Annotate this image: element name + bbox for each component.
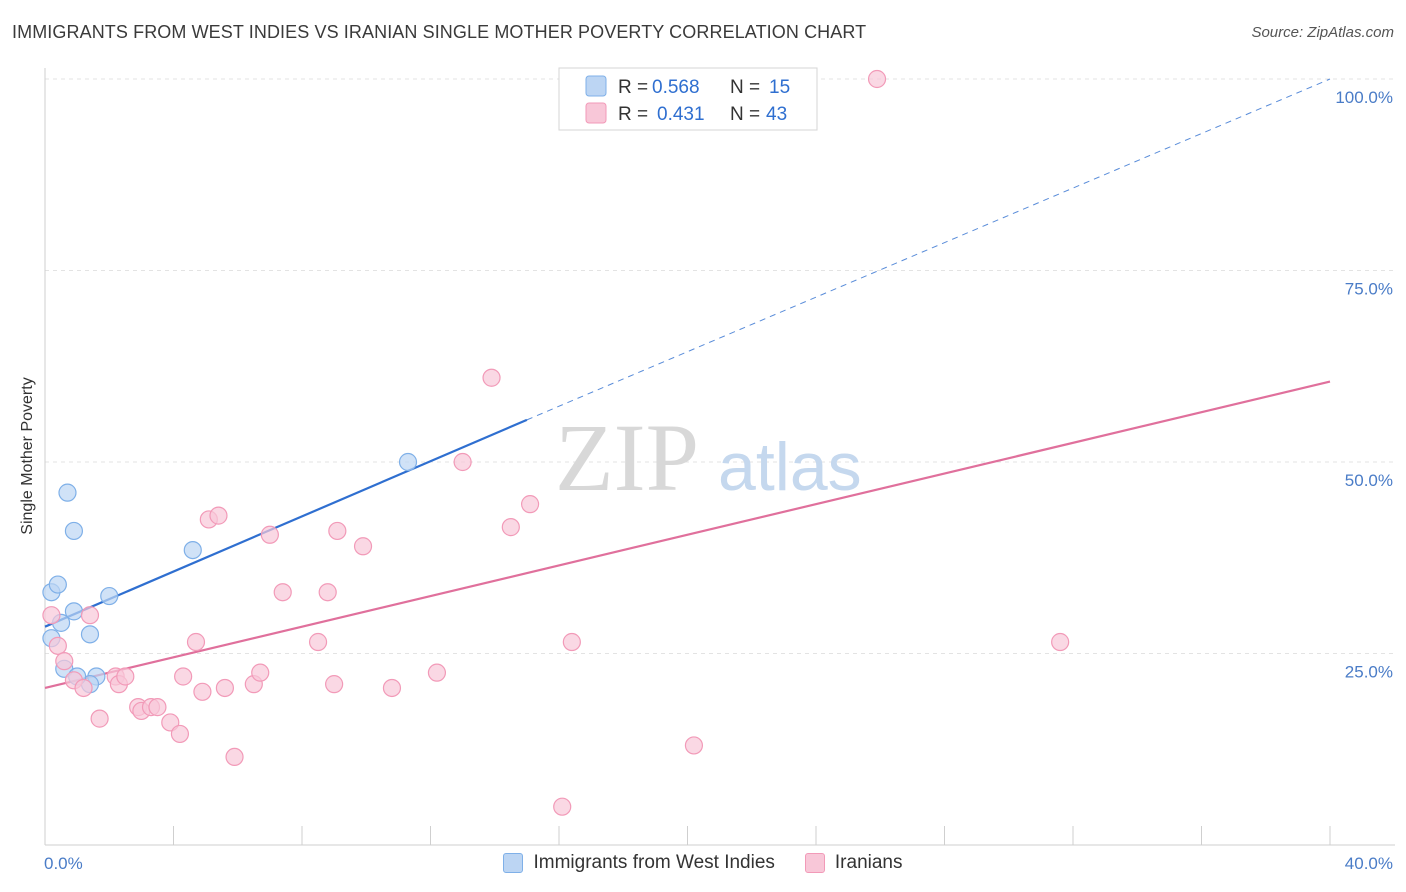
point-iranians — [867, 69, 887, 89]
point-iranians — [174, 667, 193, 686]
point-iranians — [273, 583, 292, 602]
watermark: ZIP atlas — [555, 404, 862, 511]
legend-r-value-1: 0.568 — [652, 77, 700, 98]
point-iranians — [453, 452, 472, 472]
point-iranians — [251, 663, 270, 682]
point-iranians — [42, 606, 61, 625]
x-tick-label: 40.0% — [1345, 854, 1393, 873]
legend-r-label-2: R = — [618, 104, 648, 125]
point-west-indies — [64, 521, 84, 541]
point-iranians — [80, 606, 100, 625]
point-iranians — [90, 709, 109, 728]
stats-legend: R = 0.568 N = 15 R = 0.431 N = 43 — [558, 67, 818, 131]
legend-swatch — [804, 853, 825, 873]
point-iranians — [562, 632, 581, 652]
legend-item-iranians: Iranians — [804, 852, 903, 874]
point-iranians — [328, 521, 347, 541]
legend-swatch — [503, 853, 524, 873]
legend-r-value-2: 0.431 — [657, 104, 705, 125]
point-west-indies — [183, 540, 202, 560]
point-iranians — [308, 632, 328, 652]
point-iranians — [225, 747, 244, 767]
point-west-indies — [80, 625, 100, 644]
legend-n-value-1: 15 — [769, 77, 790, 98]
point-iranians — [209, 506, 228, 525]
legend-swatch-west-indies — [585, 75, 607, 97]
legend-n-label-1: N = — [730, 77, 760, 98]
data-points — [42, 69, 1070, 816]
point-iranians — [520, 495, 540, 514]
point-iranians — [215, 678, 234, 698]
trend-line-west-indies — [44, 418, 528, 628]
point-west-indies — [398, 452, 418, 472]
point-west-indies — [100, 586, 119, 606]
y-tick-label: 50.0% — [1345, 471, 1393, 490]
point-iranians — [325, 675, 344, 694]
legend-swatch-iranians — [585, 102, 607, 124]
watermark-zip: ZIP — [555, 404, 699, 511]
point-iranians — [684, 736, 704, 755]
legend-n-value-2: 43 — [766, 104, 787, 125]
point-iranians — [148, 698, 167, 717]
point-iranians — [55, 652, 74, 671]
point-iranians — [170, 724, 190, 744]
point-west-indies — [48, 575, 67, 594]
point-iranians — [260, 525, 279, 544]
point-iranians — [318, 583, 337, 602]
point-iranians — [427, 663, 447, 682]
source-label: Source: ZipAtlas.com — [1251, 24, 1394, 41]
chart-title: IMMIGRANTS FROM WEST INDIES VS IRANIAN S… — [12, 22, 867, 42]
legend-label: Iranians — [834, 852, 903, 873]
point-iranians — [186, 632, 206, 652]
point-iranians — [48, 636, 67, 655]
y-tick-label: 100.0% — [1335, 88, 1393, 107]
point-iranians — [553, 797, 572, 816]
point-iranians — [1051, 632, 1070, 652]
point-west-indies — [58, 483, 77, 502]
point-iranians — [116, 667, 135, 686]
trend-line-iranians — [44, 380, 1331, 690]
series-legend: Immigrants from West Indies Iranians — [0, 852, 1406, 874]
point-iranians — [501, 518, 520, 537]
y-tick-label: 25.0% — [1345, 663, 1393, 682]
point-iranians — [353, 537, 373, 556]
legend-n-label-2: N = — [730, 104, 760, 125]
legend-label: Immigrants from West Indies — [533, 852, 775, 873]
watermark-atlas: atlas — [718, 429, 862, 505]
x-tick-label: 0.0% — [44, 854, 83, 873]
legend-item-west-indies: Immigrants from West Indies — [503, 852, 775, 874]
trend-extension-west-indies — [526, 78, 1331, 421]
trend-lines — [44, 78, 1331, 690]
tick-labels: 25.0% 50.0% 75.0% 100.0% 0.0% 40.0% — [44, 88, 1393, 873]
point-iranians — [382, 678, 402, 698]
axes — [44, 68, 1395, 846]
point-iranians — [482, 368, 501, 387]
point-iranians — [74, 678, 93, 698]
legend-r-label-1: R = — [618, 77, 648, 98]
point-iranians — [193, 682, 212, 701]
y-tick-label: 75.0% — [1345, 280, 1393, 299]
gridlines — [45, 78, 1395, 654]
